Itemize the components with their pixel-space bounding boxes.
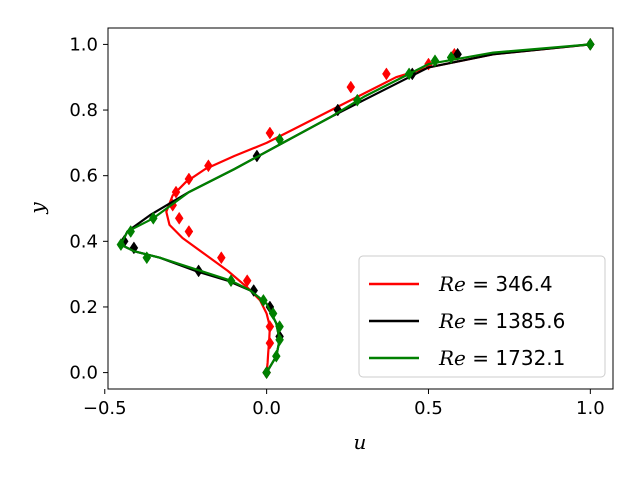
data-point-marker: [275, 333, 284, 347]
data-point-marker: [404, 67, 414, 81]
data-point-marker: [346, 80, 356, 94]
data-point-marker: [271, 349, 281, 363]
data-point-marker: [352, 93, 362, 107]
legend-equals: =: [466, 309, 495, 333]
x-axis: −0.5 0.0 0.5 1.0: [83, 389, 605, 419]
data-point-marker: [585, 37, 595, 51]
data-point-marker: [226, 274, 236, 288]
data-point-marker: [174, 211, 184, 225]
y-tick-label: 0.0: [69, 363, 98, 384]
data-point-marker: [184, 172, 194, 186]
legend-equals: =: [466, 346, 495, 370]
data-point-marker: [126, 225, 136, 238]
x-tick-label: −0.5: [83, 398, 127, 419]
plot-area-frame: [107, 27, 614, 390]
data-point-marker: [265, 336, 275, 350]
legend-entry: Re = 1732.1: [438, 346, 565, 370]
data-point-marker: [275, 133, 284, 147]
x-tick-label: 0.5: [414, 398, 443, 419]
legend-re-value: 346.4: [495, 272, 552, 296]
data-point-marker: [259, 293, 268, 307]
y-axis-label: y: [25, 202, 49, 215]
x-axis-label: u: [354, 430, 367, 454]
y-tick-label: 0.8: [69, 100, 98, 121]
data-point-marker: [216, 251, 226, 265]
legend-re-symbol: Re: [438, 309, 466, 333]
data-point-marker: [148, 211, 158, 225]
legend-re-value: 1732.1: [495, 346, 565, 370]
x-tick-label: 1.0: [576, 398, 605, 419]
data-point-marker: [453, 47, 462, 61]
y-tick-label: 0.6: [69, 166, 98, 187]
legend-re-symbol: Re: [438, 346, 466, 370]
y-tick-label: 0.2: [69, 297, 98, 318]
data-point-marker: [116, 238, 126, 252]
data-point-marker: [275, 320, 284, 334]
data-point-marker: [265, 126, 275, 140]
legend-equals: =: [466, 272, 495, 296]
data-point-marker: [382, 67, 391, 81]
data-point-marker: [142, 251, 152, 265]
y-tick-label: 0.4: [69, 231, 98, 252]
y-tick-label: 1.0: [69, 34, 98, 55]
x-tick-label: 0.0: [252, 398, 281, 419]
data-point-marker: [446, 51, 456, 64]
data-point-marker: [430, 54, 440, 68]
data-point-marker: [184, 225, 194, 238]
legend-re-symbol: Re: [438, 272, 466, 296]
legend: Re = 346.4Re = 1385.6Re = 1732.1: [358, 255, 606, 378]
legend-entry: Re = 346.4: [438, 272, 553, 296]
legend-entry: Re = 1385.6: [438, 309, 565, 333]
series-layer: [116, 37, 595, 380]
series-2: [116, 37, 595, 380]
data-point-marker: [242, 274, 252, 288]
data-point-marker: [204, 159, 213, 173]
data-point-marker: [268, 307, 278, 320]
legend-re-value: 1385.6: [495, 309, 565, 333]
data-point-marker: [262, 366, 271, 380]
y-axis: 0.0 0.2 0.4 0.6 0.8 1.0: [69, 34, 108, 384]
legend-frame: [358, 255, 606, 378]
data-point-marker: [171, 185, 181, 199]
data-point-marker: [265, 320, 275, 334]
data-point-marker: [249, 284, 259, 297]
